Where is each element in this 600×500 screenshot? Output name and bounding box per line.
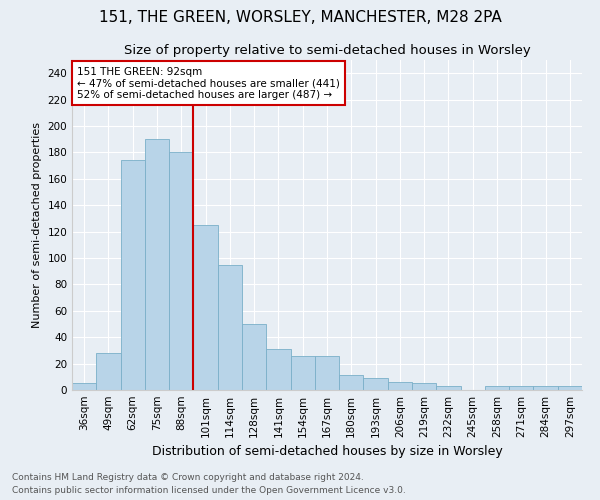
Text: 151 THE GREEN: 92sqm
← 47% of semi-detached houses are smaller (441)
52% of semi: 151 THE GREEN: 92sqm ← 47% of semi-detac… (77, 66, 340, 100)
Bar (339, 376, 364, 390)
Bar (364, 378, 388, 390)
Bar (558, 386, 582, 390)
Text: Contains HM Land Registry data © Crown copyright and database right 2024.
Contai: Contains HM Land Registry data © Crown c… (12, 474, 406, 495)
Bar (145, 139, 169, 390)
Bar (72, 384, 96, 390)
Text: 151, THE GREEN, WORSLEY, MANCHESTER, M28 2PA: 151, THE GREEN, WORSLEY, MANCHESTER, M28… (98, 10, 502, 25)
Bar (193, 225, 218, 390)
Title: Size of property relative to semi-detached houses in Worsley: Size of property relative to semi-detach… (124, 44, 530, 58)
Bar (436, 386, 461, 390)
Bar (266, 349, 290, 390)
Bar (121, 160, 145, 390)
Bar (169, 152, 193, 390)
Bar (290, 356, 315, 390)
Bar (388, 382, 412, 390)
Bar (218, 264, 242, 390)
Bar (96, 353, 121, 390)
Bar (533, 386, 558, 390)
X-axis label: Distribution of semi-detached houses by size in Worsley: Distribution of semi-detached houses by … (152, 446, 502, 458)
Bar (412, 384, 436, 390)
Bar (315, 356, 339, 390)
Bar (509, 386, 533, 390)
Y-axis label: Number of semi-detached properties: Number of semi-detached properties (32, 122, 42, 328)
Bar (485, 386, 509, 390)
Bar (242, 324, 266, 390)
